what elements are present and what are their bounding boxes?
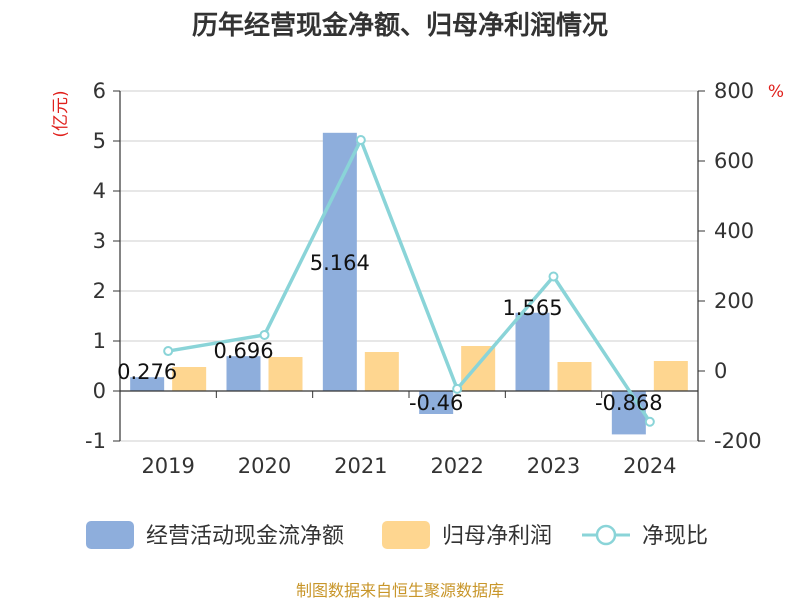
left-tick-label: 0 <box>93 379 106 403</box>
data-label: 5.164 <box>310 251 370 275</box>
right-tick-label: 800 <box>714 79 754 103</box>
right-tick-label: 0 <box>714 359 727 383</box>
bar-cashflow <box>226 356 261 391</box>
ratio-point <box>163 346 174 357</box>
chart-title: 历年经营现金净额、归母净利润情况 <box>192 10 608 41</box>
left-tick-label: 3 <box>93 229 106 253</box>
gridlines <box>120 90 698 442</box>
bar-cashflow <box>130 377 165 391</box>
right-tick-label: 600 <box>714 149 754 173</box>
left-tick-label: 4 <box>93 179 106 203</box>
right-tick-label: 200 <box>714 289 754 313</box>
bar-profit <box>653 361 688 391</box>
axes: -1 0 1 2 3 4 5 6 -200 0 200 400 600 800 2019 2020 2021 20… <box>51 79 784 478</box>
ratio-line-path <box>167 138 652 423</box>
ratio-point <box>259 329 270 340</box>
legend: 经营活动现金流净额 归母净利润 净现比 <box>86 521 708 549</box>
left-tick-label: 2 <box>93 279 106 303</box>
bar-cashflow <box>322 132 357 392</box>
data-label: 0.276 <box>117 360 177 384</box>
legend-label-cashflow: 经营活动现金流净额 <box>146 524 344 549</box>
data-label: 0.696 <box>213 339 273 363</box>
left-tick-label: 5 <box>93 129 106 153</box>
bar-cashflow <box>419 391 454 414</box>
legend-swatch-profit <box>382 521 430 549</box>
legend-swatch-cashflow <box>86 521 134 549</box>
legend-label-ratio: 净现比 <box>642 524 708 549</box>
right-tick-label: 400 <box>714 219 754 243</box>
left-unit-label: (亿元) <box>51 90 71 137</box>
ratio-line <box>163 135 655 427</box>
data-label: -0.46 <box>409 391 463 415</box>
bars <box>130 132 688 435</box>
bar-cashflow <box>515 312 550 391</box>
ratio-point <box>548 271 559 282</box>
legend-label-profit: 归母净利润 <box>442 524 552 549</box>
category-label: 2020 <box>238 454 291 478</box>
left-tick-label: -1 <box>85 429 106 453</box>
bar-profit <box>268 357 303 391</box>
data-label: 1.565 <box>502 296 562 320</box>
bar-cashflow <box>611 391 646 435</box>
left-tick-label: 1 <box>93 329 106 353</box>
right-unit-label: % <box>768 82 784 102</box>
category-label: 2022 <box>430 454 483 478</box>
left-tick-label: 6 <box>93 79 106 103</box>
ratio-point <box>644 416 655 427</box>
category-label: 2021 <box>334 454 387 478</box>
data-labels: 0.276 0.696 5.164 -0.46 1.565 -0.868 <box>117 251 663 415</box>
bar-profit <box>557 362 592 391</box>
bar-profit <box>364 352 399 391</box>
data-label: -0.868 <box>595 391 663 415</box>
ratio-point <box>355 135 366 145</box>
right-tick-label: -200 <box>714 429 762 453</box>
ratio-point <box>452 383 463 394</box>
category-label: 2019 <box>141 454 194 478</box>
source-note: 制图数据来自恒生聚源数据库 <box>296 581 504 600</box>
bar-profit <box>172 367 207 391</box>
legend-swatch-ratio-marker <box>595 524 617 546</box>
category-label: 2023 <box>527 454 580 478</box>
category-label: 2024 <box>623 454 676 478</box>
